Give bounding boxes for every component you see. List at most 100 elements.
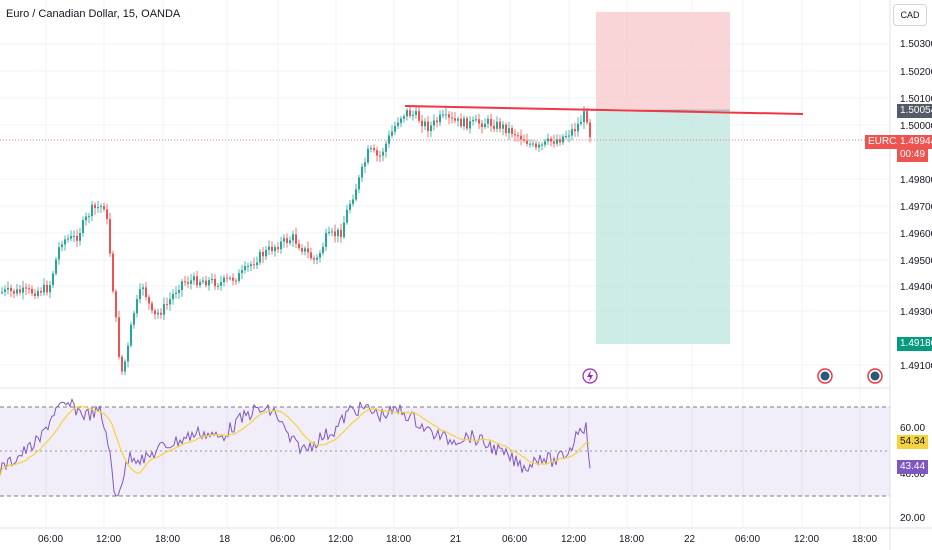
candle-body xyxy=(52,273,54,286)
candle-body xyxy=(589,122,591,138)
candle-body xyxy=(166,304,168,306)
candle-body xyxy=(328,231,330,234)
candle-body xyxy=(361,166,363,178)
candle-body xyxy=(73,235,75,237)
candle-body xyxy=(475,119,477,121)
lightning-icon[interactable] xyxy=(582,368,598,384)
candle-body xyxy=(562,136,564,143)
candle-body xyxy=(28,288,30,290)
candle-body xyxy=(487,118,489,124)
candle-body xyxy=(469,121,471,129)
rsi-tick: 20.00 xyxy=(900,513,926,524)
candle-body xyxy=(442,114,444,116)
candle-body xyxy=(409,110,411,116)
economic-event-icon[interactable] xyxy=(867,368,883,384)
candle-body xyxy=(127,345,129,362)
candle-body xyxy=(244,266,246,271)
price-tick: 1.50300 xyxy=(900,39,932,50)
candle-body xyxy=(277,247,279,250)
candle-body xyxy=(13,291,15,294)
candle-body xyxy=(214,278,216,287)
currency-button[interactable]: CAD xyxy=(893,4,927,26)
candle-body xyxy=(436,120,438,123)
take-profit-zone[interactable] xyxy=(596,110,730,344)
candle-body xyxy=(439,114,441,123)
candle-body xyxy=(226,277,228,279)
candle-body xyxy=(349,203,351,210)
candle-body xyxy=(304,248,306,252)
candle-body xyxy=(82,220,84,234)
candle-body xyxy=(382,151,384,156)
candle-body xyxy=(451,117,453,119)
candle-body xyxy=(394,125,396,132)
candle-body xyxy=(316,257,318,260)
time-tick: 12:00 xyxy=(96,534,122,545)
price-tick: 1.50100 xyxy=(900,94,932,105)
candle-body xyxy=(367,148,369,163)
candle-body xyxy=(358,177,360,190)
candle-body xyxy=(547,138,549,142)
candle-body xyxy=(4,289,6,292)
price-tick: 1.49600 xyxy=(900,229,932,240)
candle-body xyxy=(577,123,579,132)
candle-body xyxy=(403,116,405,119)
candle-body xyxy=(187,282,189,284)
candle-body xyxy=(520,135,522,140)
candle-body xyxy=(268,246,270,250)
candle-body xyxy=(337,229,339,237)
candle-body xyxy=(109,219,111,254)
candle-body xyxy=(313,258,315,260)
candle-body xyxy=(139,289,141,300)
candle-body xyxy=(97,207,99,209)
stop-price-badge: 1.50054 xyxy=(897,104,932,118)
trend-line[interactable] xyxy=(404,105,804,115)
candle-body xyxy=(85,216,87,221)
candle-body xyxy=(418,111,420,121)
candle-body xyxy=(286,238,288,244)
candle-body xyxy=(283,238,285,242)
candle-body xyxy=(298,243,300,249)
candle-body xyxy=(190,280,192,284)
time-tick: 06:00 xyxy=(38,534,64,545)
candle-body xyxy=(523,139,525,141)
current-price-badge: 1.49944 xyxy=(897,135,932,149)
candle-body xyxy=(70,236,72,239)
candle-body xyxy=(280,241,282,250)
economic-event-icon[interactable] xyxy=(817,368,833,384)
candle-body xyxy=(145,287,147,298)
candle-body xyxy=(340,229,342,237)
candle-body xyxy=(22,287,24,293)
candle-body xyxy=(112,253,114,292)
candle-body xyxy=(463,118,465,127)
candle-body xyxy=(310,252,312,259)
candle-body xyxy=(238,273,240,282)
candle-body xyxy=(517,135,519,137)
candle-body xyxy=(199,281,201,286)
candle-body xyxy=(217,285,219,287)
grid-lines xyxy=(0,0,890,528)
time-tick: 18:00 xyxy=(386,534,412,545)
candle-body xyxy=(76,235,78,241)
candle-body xyxy=(550,138,552,142)
candle-body xyxy=(472,119,474,122)
candle-body xyxy=(526,140,528,144)
candle-body xyxy=(478,119,480,124)
candle-body xyxy=(331,231,333,233)
price-tick: 1.49700 xyxy=(900,202,932,213)
candle-body xyxy=(481,123,483,128)
candle-body xyxy=(40,290,42,293)
candle-body xyxy=(430,125,432,132)
candle-body xyxy=(169,299,171,305)
risk-reward-zones[interactable] xyxy=(596,12,730,344)
candle-body xyxy=(43,284,45,293)
candle-body xyxy=(586,111,588,123)
stop-loss-zone[interactable] xyxy=(596,12,730,109)
candle-body xyxy=(334,231,336,237)
candle-body xyxy=(385,143,387,152)
candle-body xyxy=(322,246,324,254)
time-tick: 18:00 xyxy=(852,534,878,545)
candle-body xyxy=(178,290,180,293)
candle-body xyxy=(505,124,507,133)
candle-body xyxy=(514,134,516,136)
